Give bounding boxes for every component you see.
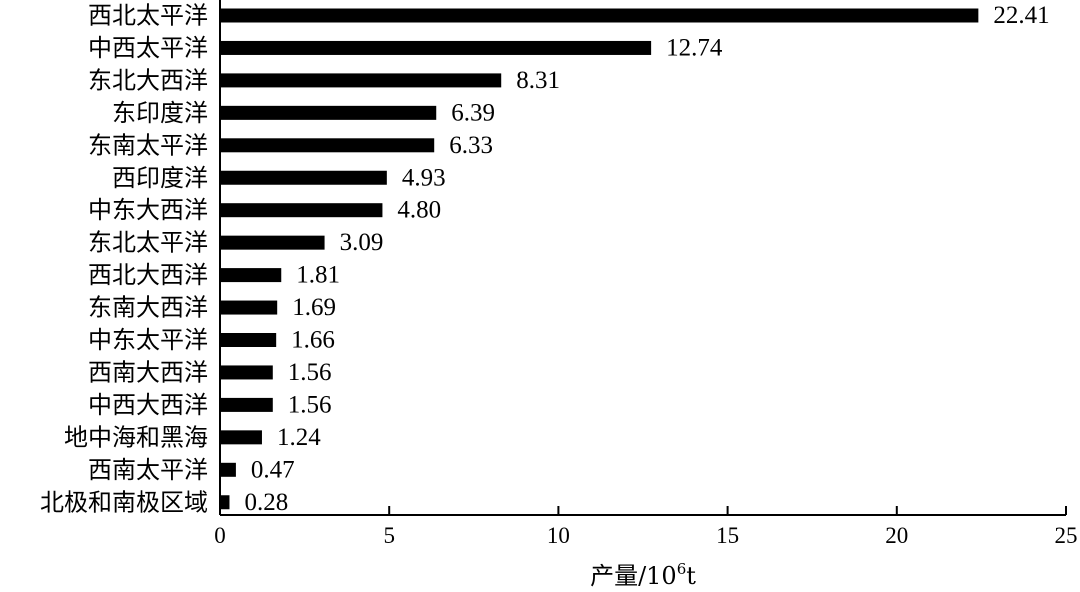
x-ticks-group: 0 5 10 15 20 25	[214, 506, 1078, 548]
value-label: 1.56	[288, 359, 332, 386]
bar	[220, 397, 273, 412]
value-label: 0.28	[244, 489, 288, 516]
bar	[220, 365, 273, 380]
category-label: 东南太平洋	[88, 131, 208, 159]
value-label: 1.81	[296, 262, 340, 289]
x-axis-title-suffix: t	[686, 562, 696, 590]
x-tick-label: 15	[716, 523, 739, 548]
bar	[220, 300, 278, 315]
value-label: 3.09	[340, 229, 384, 256]
value-label: 0.47	[251, 456, 295, 483]
category-label: 西印度洋	[112, 164, 208, 192]
value-label: 4.80	[397, 197, 441, 224]
x-axis-title-exponent: 6	[677, 560, 687, 578]
value-label: 1.24	[277, 424, 321, 451]
bar	[220, 8, 979, 23]
value-label: 1.66	[291, 327, 335, 354]
bar	[220, 430, 262, 445]
value-label: 6.39	[451, 99, 495, 126]
value-label: 12.74	[666, 34, 723, 61]
category-label: 西南大西洋	[88, 358, 208, 386]
value-label: 1.56	[288, 391, 332, 418]
value-label: 22.41	[993, 2, 1049, 29]
category-label: 地中海和黑海	[64, 423, 208, 451]
category-label: 中西太平洋	[88, 34, 208, 62]
category-label: 东北太平洋	[88, 229, 208, 257]
x-axis-title: 产量/106t	[590, 560, 696, 590]
bar	[220, 268, 282, 283]
x-tick-label: 0	[214, 523, 226, 548]
bar	[220, 333, 277, 347]
bar	[220, 170, 387, 185]
bar	[220, 73, 502, 88]
x-axis-title-prefix: 产量/10	[590, 562, 677, 590]
category-label: 西北大西洋	[88, 261, 208, 289]
category-label: 中西大西洋	[88, 391, 208, 419]
category-label: 西北太平洋	[88, 2, 208, 30]
bar	[220, 495, 230, 510]
category-label: 东印度洋	[112, 99, 208, 127]
x-tick-label: 25	[1055, 523, 1078, 548]
category-label: 西南太平洋	[88, 456, 208, 484]
value-label: 1.69	[292, 294, 336, 321]
bar	[220, 138, 435, 153]
bar	[220, 462, 236, 477]
x-tick-label: 5	[383, 523, 395, 548]
category-labels-group: 西北太平洋中西太平洋东北大西洋东印度洋东南太平洋西印度洋中东大西洋东北太平洋西北…	[40, 2, 208, 517]
x-tick-label: 10	[547, 523, 570, 548]
category-label: 东北大西洋	[88, 66, 208, 94]
bars-group	[220, 8, 979, 510]
category-label: 中东太平洋	[88, 326, 208, 354]
value-label: 8.31	[516, 67, 560, 94]
category-label: 东南大西洋	[88, 294, 208, 322]
x-tick-label: 20	[885, 523, 908, 548]
value-label: 4.93	[402, 164, 446, 191]
bar	[220, 40, 652, 55]
category-label: 中东大西洋	[88, 196, 208, 224]
bar	[220, 105, 437, 120]
category-label: 北极和南极区域	[40, 488, 208, 516]
value-label: 6.33	[449, 132, 493, 159]
value-labels-group: 22.41 12.74 8.31 6.39 6.334.93 4.80 3.091.81 1.…	[244, 2, 1049, 516]
bar	[220, 203, 383, 218]
bar	[220, 235, 325, 250]
